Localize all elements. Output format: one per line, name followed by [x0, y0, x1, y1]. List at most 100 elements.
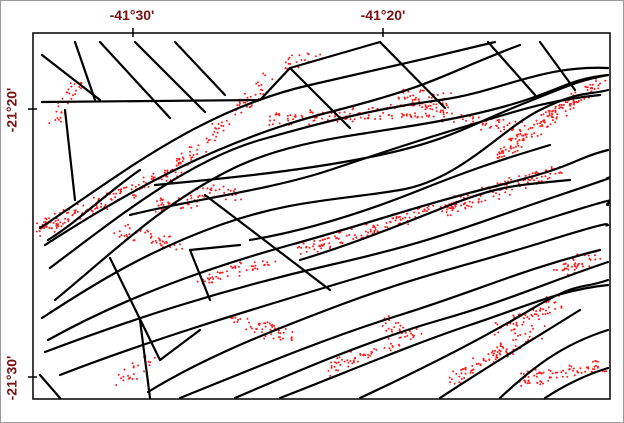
epicenter-point: [481, 186, 483, 189]
epicenter-point: [352, 361, 355, 364]
epicenter-point: [106, 208, 109, 211]
epicenter-point: [540, 337, 543, 340]
epicenter-point: [391, 117, 394, 120]
epicenter-point: [573, 268, 576, 271]
epicenter-point: [574, 262, 577, 265]
epicenter-point: [586, 89, 589, 91]
epicenter-point: [167, 201, 170, 204]
epicenter-point: [524, 332, 527, 335]
epicenter-point: [464, 367, 467, 370]
epicenter-point: [470, 205, 473, 208]
epicenter-point: [526, 382, 529, 385]
epicenter-point: [350, 228, 353, 231]
epicenter-point: [227, 188, 230, 191]
epicenter-point: [303, 59, 306, 62]
epicenter-point: [440, 109, 442, 112]
epicenter-point: [583, 97, 586, 100]
epicenter-point: [401, 112, 403, 115]
epicenter-point: [581, 263, 584, 266]
epicenter-point: [395, 215, 398, 218]
epicenter-point: [44, 220, 47, 223]
epicenter-point: [279, 332, 282, 335]
epicenter-point: [596, 360, 599, 363]
epicenter-point: [382, 111, 385, 114]
fault-line: [43, 176, 610, 354]
epicenter-point: [100, 202, 103, 205]
epicenter-point: [472, 368, 475, 371]
epicenter-point: [268, 322, 271, 325]
epicenter-point: [496, 119, 499, 122]
epicenter-point: [408, 330, 411, 333]
epicenter-point: [246, 96, 249, 99]
epicenter-point: [178, 158, 181, 161]
epicenter-point: [573, 100, 576, 103]
epicenter-point: [369, 228, 372, 231]
epicenter-point: [205, 137, 208, 140]
epicenter-point: [311, 111, 314, 114]
epicenter-point: [471, 117, 474, 120]
epicenter-point: [570, 103, 572, 105]
epicenter-point: [399, 219, 402, 221]
epicenter-point: [239, 318, 242, 320]
epicenter-point: [206, 141, 209, 144]
epicenter-point: [579, 367, 582, 370]
epicenter-point: [499, 345, 502, 348]
epicenter-point: [264, 74, 267, 77]
epicenter-point: [133, 193, 136, 196]
epicenter-point: [497, 127, 500, 129]
epicenter-point: [165, 241, 168, 244]
epicenter-point: [385, 329, 388, 332]
epicenter-point: [259, 88, 262, 91]
epicenter-point: [460, 372, 463, 375]
epicenter-point: [531, 126, 534, 129]
epicenter-point: [349, 360, 352, 362]
epicenter-point: [222, 125, 225, 127]
epicenter-point: [309, 109, 312, 112]
epicenter-point: [385, 222, 388, 224]
epicenter-point: [262, 72, 265, 75]
epicenter-point: [339, 363, 342, 366]
epicenter-point: [163, 171, 166, 174]
epicenter-point: [516, 135, 519, 138]
epicenter-point: [240, 198, 242, 201]
epicenter-point: [150, 175, 153, 178]
epicenter-point: [580, 99, 583, 102]
epicenter-point: [203, 280, 206, 283]
epicenter-point: [419, 90, 421, 93]
epicenter-point: [537, 180, 540, 183]
epicenter-point: [549, 311, 551, 314]
epicenter-point: [484, 199, 487, 202]
epicenter-point: [327, 237, 330, 239]
epicenter-point: [555, 269, 558, 271]
epicenter-point: [246, 105, 248, 108]
epicenter-point: [319, 53, 322, 56]
epicenter-point: [198, 194, 201, 197]
epicenter-point: [54, 220, 57, 222]
epicenter-point: [528, 173, 531, 176]
epicenter-point: [190, 158, 193, 161]
epicenter-point: [214, 189, 217, 192]
epicenter-point: [254, 264, 257, 267]
epicenter-point: [260, 84, 263, 86]
longitude-label-41-30: -41°30': [109, 7, 155, 23]
epicenter-point: [442, 92, 445, 95]
epicenter-point: [118, 230, 121, 233]
epicenter-point: [335, 362, 338, 365]
epicenter-point: [520, 372, 523, 375]
fault-line: [63, 108, 77, 202]
epicenter-point: [460, 377, 463, 380]
epicenter-point: [306, 52, 309, 55]
epicenter-point: [594, 258, 597, 261]
epicenter-point: [409, 95, 412, 97]
epicenter-point: [133, 239, 136, 242]
epicenter-point: [599, 82, 602, 85]
epicenter-point: [539, 125, 542, 128]
epicenter-point: [383, 347, 386, 349]
epicenter-point: [132, 366, 135, 369]
epicenter-point: [308, 123, 311, 126]
epicenter-point: [370, 352, 373, 355]
epicenter-point: [355, 236, 358, 239]
epicenter-point: [327, 369, 330, 372]
epicenter-point: [215, 275, 218, 278]
epicenter-point: [391, 330, 393, 333]
